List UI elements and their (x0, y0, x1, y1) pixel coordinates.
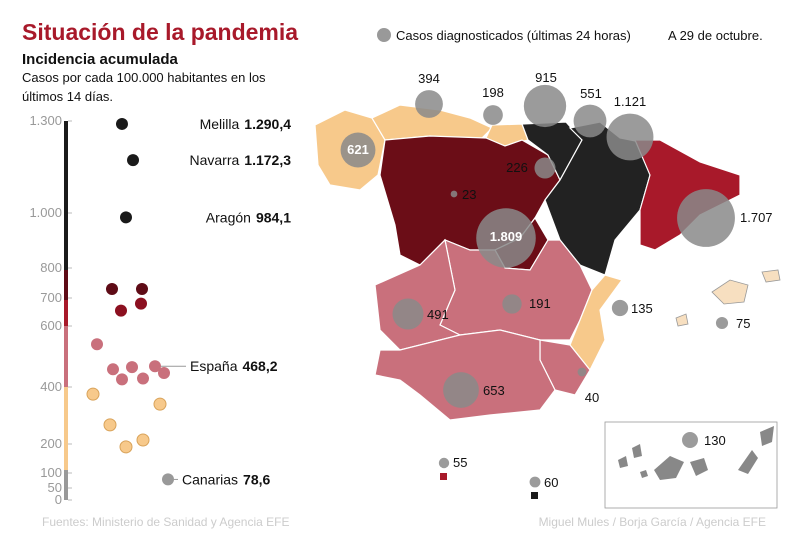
bubble (415, 90, 443, 118)
dot (137, 372, 149, 385)
region-name: Navarra (189, 152, 239, 168)
bubble (611, 299, 629, 317)
y-tick-label: 600 (40, 318, 62, 333)
dot (106, 283, 118, 295)
y-tick-label: 700 (40, 290, 62, 305)
bubble-label: 1.707 (740, 210, 773, 225)
y-tick-label: 100 (40, 465, 62, 480)
dot (115, 304, 127, 317)
dot (119, 440, 133, 454)
y-tick-label: 400 (40, 379, 62, 394)
bubble (715, 316, 729, 330)
bubble (340, 132, 376, 168)
bubble (534, 157, 556, 179)
bubble (392, 298, 424, 330)
legend-swatch (377, 28, 391, 42)
dot (86, 387, 100, 401)
bubble (450, 190, 458, 198)
value-label: 78,6 (243, 471, 270, 487)
bubble-label: 915 (535, 70, 557, 85)
bubble (577, 367, 587, 377)
bubble-label: 226 (506, 160, 528, 175)
dot (120, 211, 132, 224)
dot (136, 433, 150, 447)
value-label: 1.290,4 (244, 116, 291, 132)
bubble-label: 55 (453, 455, 467, 470)
bubble-label: 23 (462, 187, 476, 202)
bubble (476, 208, 536, 268)
bubble (529, 476, 541, 488)
bubble-label: 75 (736, 316, 750, 331)
dot (103, 418, 117, 432)
legend-label: Casos diagnosticados (últimas 24 horas) (396, 28, 631, 43)
dot (116, 117, 128, 130)
callout: España 468,2 (190, 358, 278, 374)
bubble-label: 191 (529, 296, 551, 311)
value-label: 1.172,3 (244, 152, 291, 168)
credits: Miguel Mules / Borja García / Agencia EF… (539, 515, 766, 529)
bubble-label: 1.121 (614, 94, 647, 109)
dot (135, 297, 147, 310)
dot (116, 373, 128, 386)
dot (158, 366, 170, 379)
bubble-label: 135 (631, 301, 653, 316)
y-tick-label: 800 (40, 260, 62, 275)
source: Fuentes: Ministerio de Sanidad y Agencia… (42, 515, 289, 529)
dot (126, 361, 138, 374)
bubble-label: 130 (704, 433, 726, 448)
bubble (677, 189, 735, 247)
callout: Melilla 1.290,4 (200, 116, 292, 132)
dot (107, 363, 119, 376)
dot (91, 338, 103, 351)
callout: Aragón 984,1 (206, 209, 291, 225)
region-name: Aragón (206, 209, 251, 225)
bubble-label: 394 (418, 71, 440, 86)
callout: Navarra 1.172,3 (189, 152, 291, 168)
description: Casos por cada 100.000 habitantes en los (22, 70, 266, 85)
bubble-label: 491 (427, 307, 449, 322)
dot (127, 154, 139, 167)
bubble-label: 551 (580, 86, 602, 101)
description: últimos 14 días. (22, 89, 113, 104)
region-name: Canarias (182, 471, 238, 487)
bubble (606, 113, 654, 161)
dot (153, 397, 167, 411)
bubble (682, 432, 698, 448)
bubble (443, 372, 479, 408)
bubble-label: 1.809 (490, 229, 523, 244)
bubble (573, 104, 607, 138)
bubble-label: 40 (585, 390, 599, 405)
subtitle: Incidencia acumulada (22, 51, 179, 68)
bubble (502, 294, 522, 314)
dot (136, 283, 148, 295)
bubble-label: 621 (347, 142, 369, 157)
dot (162, 473, 174, 486)
dot (149, 360, 161, 373)
y-tick-label: 50 (48, 480, 62, 495)
bubble (438, 457, 450, 469)
bubble-label: 653 (483, 383, 505, 398)
value-label: 984,1 (256, 209, 291, 225)
date: A 29 de octubre. (668, 28, 763, 43)
y-tick-label: 1.300 (29, 113, 62, 128)
bubble (483, 105, 503, 125)
title: Situación de la pandemia (22, 19, 298, 45)
bubble-label: 198 (482, 85, 504, 100)
value-label: 468,2 (242, 358, 277, 374)
bubble (523, 84, 567, 128)
region-name: Melilla (200, 116, 240, 132)
region-name: España (190, 358, 238, 374)
y-tick-label: 200 (40, 436, 62, 451)
y-tick-label: 0 (55, 492, 62, 507)
y-tick-label: 1.000 (29, 205, 62, 220)
bubble-label: 60 (544, 475, 558, 490)
callout: Canarias 78,6 (182, 471, 270, 487)
